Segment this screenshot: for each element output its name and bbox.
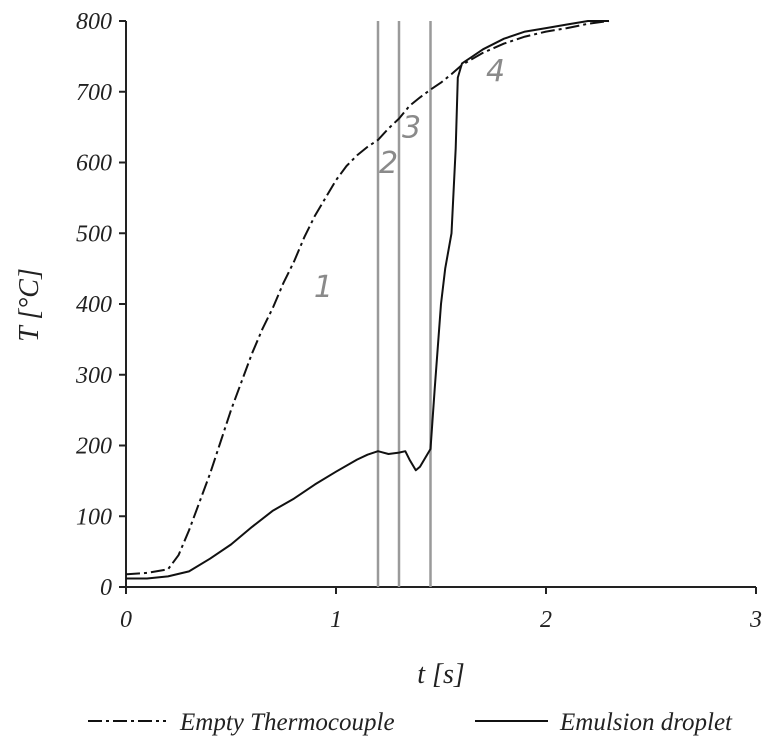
x-axis-label: t [s] — [417, 659, 464, 690]
y-tick-label: 200 — [76, 434, 112, 460]
series-lines — [125, 20, 610, 580]
series-line-emulsion-droplet — [126, 20, 609, 580]
x-tick-label: 0 — [120, 607, 132, 633]
x-tick-label: 1 — [330, 607, 342, 633]
stage-divider-lines — [376, 21, 432, 587]
y-tick-label: 0 — [100, 575, 112, 601]
x-tick-label: 3 — [749, 607, 762, 633]
y-tick-label: 100 — [76, 504, 112, 530]
y-tick-label: 400 — [76, 292, 112, 318]
y-tick-label: 600 — [76, 151, 112, 177]
region-label-4: 4 — [486, 54, 505, 89]
region-label-3: 3 — [402, 111, 421, 146]
y-tick-label: 700 — [76, 80, 112, 106]
legend: Empty Thermocouple Emulsion droplet — [88, 709, 733, 736]
region-label-1: 1 — [314, 270, 333, 305]
y-tick-label: 800 — [76, 9, 112, 35]
x-tick-label: 2 — [540, 607, 552, 633]
legend-label-empty-thermocouple: Empty Thermocouple — [179, 709, 395, 736]
region-labels: 1 23 4 — [314, 54, 505, 305]
x-axis-ticks: 0 1 2 3 — [120, 587, 762, 633]
legend-label-emulsion-droplet: Emulsion droplet — [559, 709, 733, 736]
region-label-2: 2 — [379, 146, 398, 181]
series-line-empty-thermocouple — [125, 20, 610, 576]
y-tick-label: 300 — [75, 363, 112, 389]
y-axis-ticks: 0 100 200 300 400 500 600 700 800 — [75, 9, 126, 601]
y-axis-label: T [°C] — [14, 268, 45, 342]
y-tick-label: 500 — [76, 221, 112, 247]
